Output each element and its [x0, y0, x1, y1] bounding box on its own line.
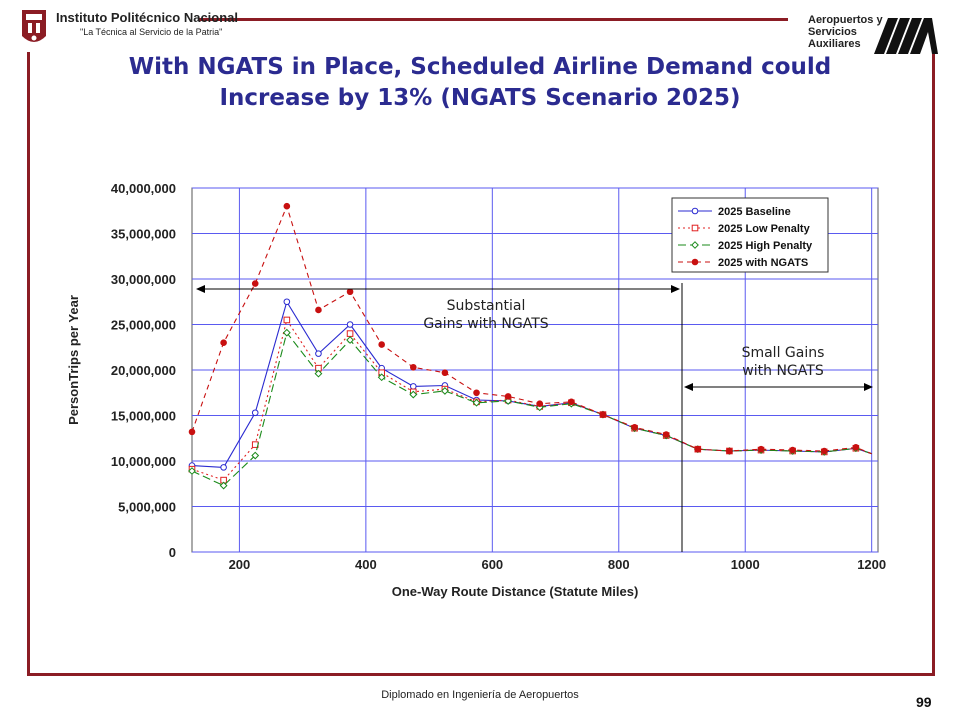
- data-point: [283, 316, 291, 324]
- data-point: [220, 339, 227, 347]
- chart-legend: 2025 Baseline 2025 Low Penalty 2025 High P…: [671, 197, 829, 273]
- legend-label: 2025 Low Penalty: [718, 223, 811, 235]
- y-tick-label: 15,000,000: [111, 409, 176, 424]
- y-axis-label: PersonTrips per Year: [66, 295, 81, 425]
- small-gains-label: Small Gains with NGATS: [742, 345, 825, 379]
- data-point: [251, 409, 259, 417]
- data-point: [631, 424, 638, 431]
- data-point: [820, 447, 828, 455]
- data-point: [662, 431, 670, 438]
- data-point: [536, 400, 544, 407]
- legend-item: 2025 Baseline: [678, 206, 791, 218]
- data-point: [377, 373, 386, 382]
- data-point: [251, 451, 260, 460]
- partner-name-line1: Aeropuertos y: [808, 14, 883, 26]
- legend-marker: [691, 224, 699, 232]
- data-point: [346, 330, 354, 337]
- y-tick-label: 0: [169, 545, 176, 560]
- legend-label: 2025 High Penalty: [718, 240, 813, 252]
- institution-motto: "La Técnica al Servicio de la Patria": [80, 27, 223, 37]
- data-point: [473, 389, 480, 397]
- legend-item: 2025 Low Penalty: [678, 223, 811, 235]
- y-tick-label: 10,000,000: [111, 454, 176, 469]
- data-point: [282, 328, 291, 337]
- legend-marker: [691, 258, 699, 266]
- data-point: [599, 411, 607, 418]
- y-tick-label: 30,000,000: [111, 272, 176, 287]
- header-rule: [198, 18, 788, 21]
- data-point: [188, 428, 196, 436]
- slide-title: With NGATS in Place, Scheduled Airline D…: [60, 52, 900, 114]
- data-point: [346, 288, 354, 296]
- x-tick-label: 1200: [857, 557, 886, 572]
- x-tick-label: 1000: [731, 557, 760, 572]
- x-tick-label: 600: [481, 557, 503, 572]
- data-point: [440, 387, 449, 395]
- frame-right-border: [932, 52, 935, 676]
- data-point: [315, 350, 322, 357]
- data-point: [346, 321, 354, 328]
- institution-name: Instituto Politécnico Nacional: [56, 10, 239, 25]
- data-point: [504, 397, 513, 405]
- data-point: [694, 445, 702, 453]
- x-tick-label: 800: [608, 557, 630, 572]
- data-point: [757, 445, 765, 453]
- x-axis-label: One-Way Route Distance (Statute Miles): [392, 584, 639, 599]
- series-2025-high-penalty: [188, 328, 872, 490]
- data-point: [726, 447, 733, 455]
- partner-name-line3: Auxiliares: [808, 38, 861, 50]
- data-point: [188, 467, 196, 475]
- ipn-crest-icon: [22, 10, 46, 42]
- frame-bottom-border: [27, 673, 935, 676]
- data-point: [852, 444, 860, 451]
- data-point: [441, 369, 449, 377]
- y-tick-label: 35,000,000: [111, 227, 176, 242]
- data-point: [251, 280, 259, 287]
- data-point: [789, 446, 796, 454]
- legend-label: 2025 Baseline: [718, 206, 791, 218]
- course-name: Diplomado en Ingeniería de Aeropuertos: [381, 689, 579, 701]
- y-tick-label: 5,000,000: [118, 500, 176, 515]
- frame-left-border: [27, 52, 30, 676]
- page-number: 99: [916, 694, 932, 710]
- data-point: [315, 306, 322, 314]
- data-point: [283, 298, 291, 306]
- data-point: [378, 341, 385, 348]
- data-point: [568, 398, 575, 406]
- data-point: [346, 336, 354, 344]
- data-point: [283, 202, 291, 210]
- data-point: [504, 393, 512, 400]
- legend-marker: [691, 207, 699, 215]
- x-tick-label: 400: [355, 557, 377, 572]
- y-tick-label: 40,000,000: [111, 181, 176, 196]
- legend-item: 2025 with NGATS: [678, 257, 808, 269]
- slide-title-line1: With NGATS in Place, Scheduled Airline D…: [128, 54, 832, 80]
- data-point: [472, 398, 481, 407]
- partner-name-line2: Servicios: [808, 26, 857, 38]
- x-tick-label: 200: [229, 557, 251, 572]
- legend-marker: [691, 241, 699, 249]
- y-tick-label: 20,000,000: [111, 363, 176, 378]
- slide-title-line2: Increase by 13% (NGATS Scenario 2025): [219, 85, 741, 111]
- data-point: [219, 481, 228, 490]
- y-tick-label: 25,000,000: [111, 318, 176, 333]
- legend-label: 2025 with NGATS: [718, 257, 808, 269]
- substantial-gains-label: Substantial Gains with NGATS: [423, 298, 548, 332]
- partner-name: Aeropuertos y Servicios Auxiliares: [808, 14, 883, 50]
- data-point: [409, 363, 417, 371]
- legend-item: 2025 High Penalty: [678, 240, 813, 252]
- data-point: [314, 369, 323, 378]
- data-point: [220, 464, 227, 471]
- data-point: [409, 390, 418, 399]
- data-point: [409, 383, 417, 390]
- asa-logo-icon: [874, 18, 938, 54]
